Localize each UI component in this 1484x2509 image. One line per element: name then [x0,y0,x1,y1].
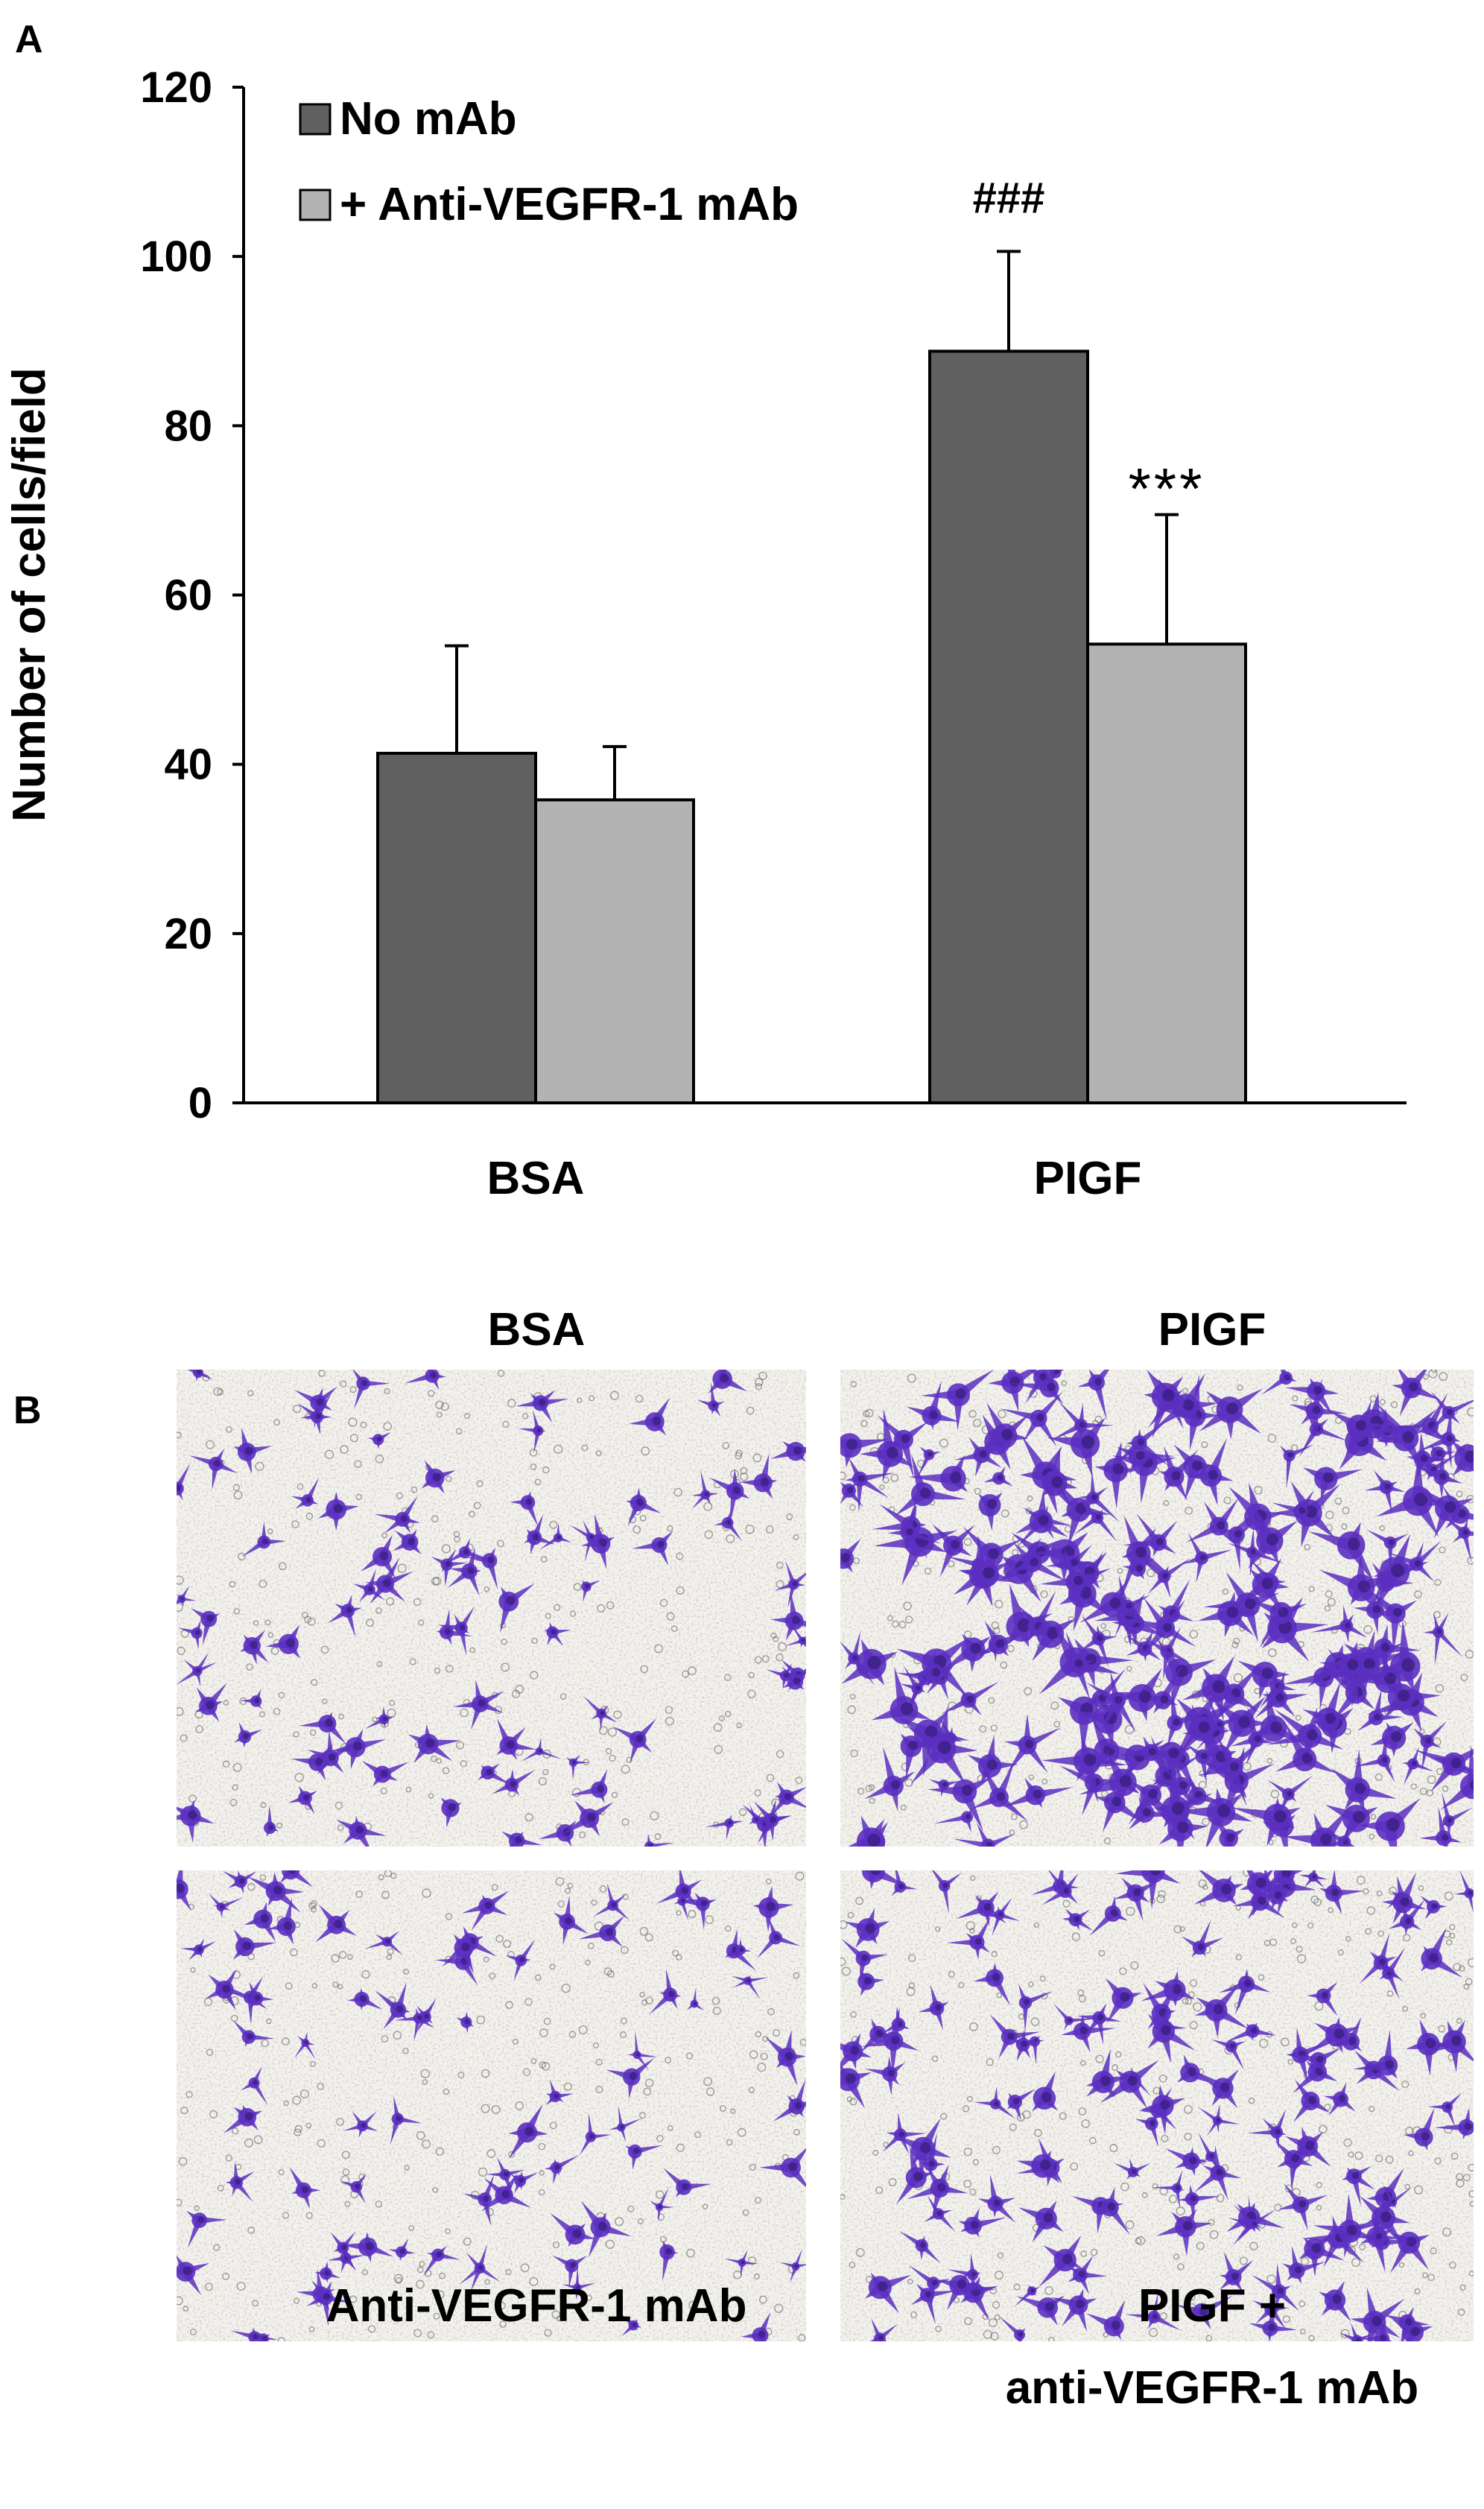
significance-annotation: ### [973,174,1045,222]
y-tick-label: 60 [164,572,212,620]
y-tick-label: 120 [140,63,212,112]
y-tick-label: 0 [188,1079,212,1127]
y-tick-label: 40 [164,741,212,789]
y-axis-ticks: 0 20 40 60 80 100 120 [140,63,244,1127]
annotations-group: ### *** [973,174,1205,522]
micrograph-caption-anti-vegfr1-mab: anti-VEGFR-1 mAb [1006,2362,1419,2414]
micrograph-title-bsa: BSA [488,1304,586,1355]
micrograph-anti-vegfr1 [177,1870,806,2341]
bar-bsa-no-mab [376,751,537,1104]
y-axis-title: Number of cells/field [4,367,55,822]
bar-pigf-no-mab [928,349,1089,1104]
legend: No mAb + Anti-VEGFR-1 mAb [299,93,799,230]
micrographs-grid [177,1370,1474,2341]
bars-group [376,250,1247,1105]
y-tick-label: 80 [164,402,212,450]
significance-annotation: *** [1128,456,1205,522]
category-labels: BSA PIGF [487,1153,1142,1204]
y-tick-label: 20 [164,910,212,958]
micrograph-pigf [840,1370,1474,1847]
panel-a-label: A [15,18,43,61]
micrograph-pigf-anti-vegfr1 [840,1870,1474,2341]
category-label-pigf: PIGF [1034,1153,1142,1204]
bar-pigf-anti-vegfr1 [1086,642,1247,1104]
micrograph-title-pigf: PIGF [1158,1304,1266,1355]
category-label-bsa: BSA [487,1153,585,1204]
legend-label-anti-vegfr1: + Anti-VEGFR-1 mAb [340,179,799,230]
legend-swatch-no-mab [299,103,332,136]
legend-swatch-anti-vegfr1 [299,189,332,221]
y-tick-label: 100 [140,232,212,281]
legend-label-no-mab: No mAb [340,93,517,145]
micrograph-caption-pigf-plus: PIGF + [1138,2280,1286,2332]
bar-bsa-anti-vegfr1 [534,798,695,1105]
micrograph-caption-anti-vegfr1: Anti-VEGFR-1 mAb [326,2280,747,2332]
y-axis: 0 20 40 60 80 100 120 [140,63,245,1127]
micrograph-bsa [177,1370,806,1847]
panel-b-label: B [13,1389,42,1432]
